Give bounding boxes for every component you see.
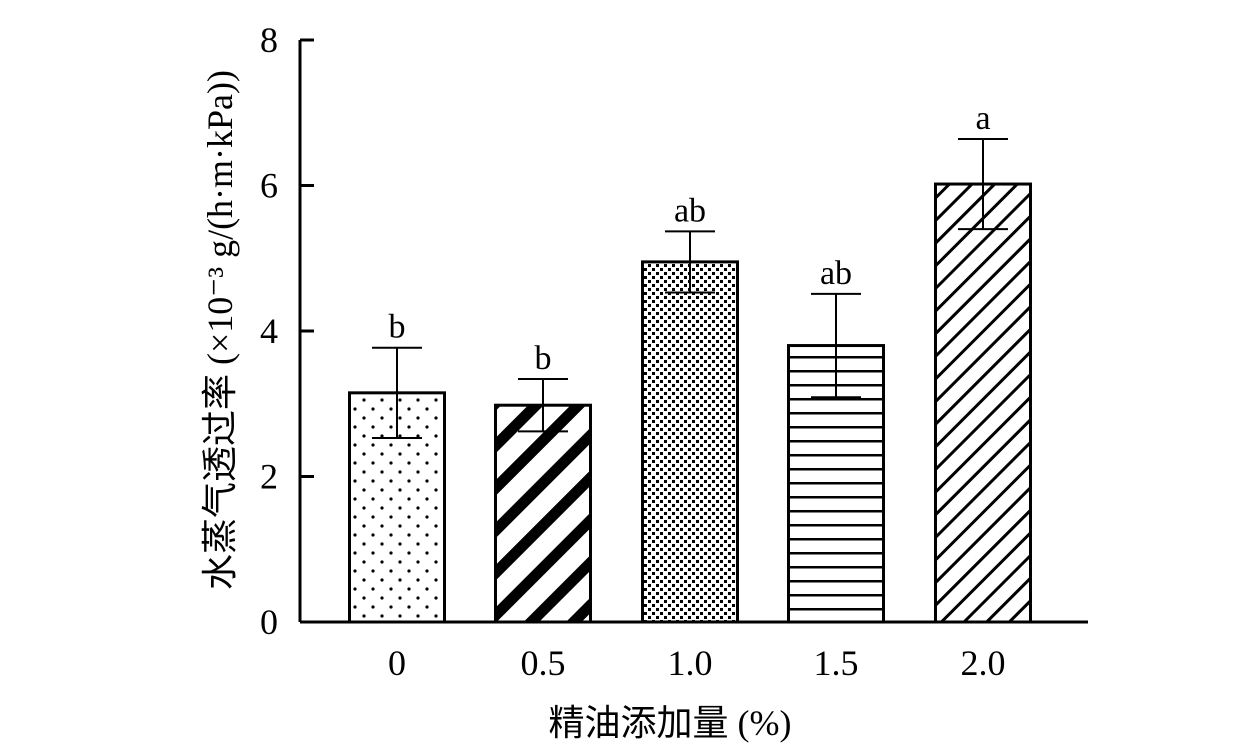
x-tick-label: 1.5 [814,643,859,683]
bar [641,260,739,624]
x-tick-label: 0 [388,643,406,683]
bar [494,403,592,624]
significance-label: ab [674,192,706,229]
x-axis-title: 精油添加量 (%) [549,703,792,743]
x-tick-label: 2.0 [961,643,1006,683]
y-tick-label: 0 [260,602,278,642]
y-tick-label: 6 [260,166,278,206]
bars [348,182,1032,624]
error-bars [372,137,1008,439]
y-tick-label: 8 [260,20,278,60]
x-tick-label: 1.0 [668,643,713,683]
y-axis-title: 水蒸气透过率 (×10⁻³ g/(h·m·kPa)) [200,70,240,590]
x-tick-label: 0.5 [521,643,566,683]
significance-label: b [535,340,552,377]
significance-label: ab [820,255,852,292]
bar [934,182,1032,624]
significance-label: a [975,100,990,137]
significance-label: b [389,309,406,346]
y-tick-label: 2 [260,457,278,497]
y-tick-label: 4 [260,311,278,351]
labels: b 0 b 0.5 ab 1.0 ab 1.5 a 2.0 [388,100,1006,683]
